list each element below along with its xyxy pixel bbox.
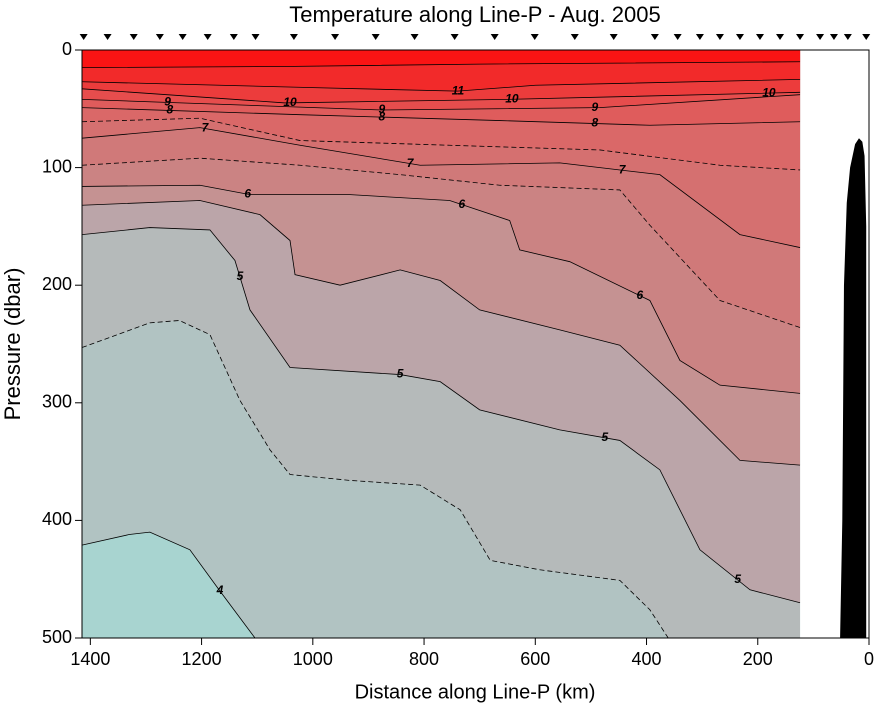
contour-label: 8 <box>378 109 385 123</box>
contour-line <box>81 320 669 639</box>
contour-label: 4 <box>216 583 224 597</box>
contour-line <box>81 127 801 248</box>
station-marker <box>755 34 764 40</box>
station-marker <box>410 34 419 40</box>
chart-title: Temperature along Line-P - Aug. 2005 <box>289 2 660 27</box>
station-marker <box>609 34 618 40</box>
contour-line <box>81 79 801 92</box>
station-marker <box>570 34 579 40</box>
x-tick-label: 400 <box>632 649 662 669</box>
contour-label: 9 <box>591 100 598 114</box>
contour-line <box>81 61 801 69</box>
contour-line <box>81 200 801 466</box>
contour-label: 7 <box>619 162 627 176</box>
y-axis-label: Pressure (dbar) <box>0 268 25 421</box>
x-tick-label: 200 <box>743 649 773 669</box>
station-marker <box>371 34 380 40</box>
contour-line <box>81 531 256 639</box>
contour-label: 10 <box>762 85 776 99</box>
station-marker <box>862 34 871 40</box>
contour-label: 7 <box>407 156 415 170</box>
station-marker <box>289 34 298 40</box>
station-marker <box>695 34 704 40</box>
bathymetry <box>840 138 867 638</box>
contour-label: 5 <box>601 430 608 444</box>
x-tick-label: 600 <box>520 649 550 669</box>
contour-line <box>81 94 801 111</box>
contour-label: 6 <box>459 197 466 211</box>
contour-label: 6 <box>637 288 644 302</box>
station-marker <box>229 34 238 40</box>
plot-frame <box>81 49 870 639</box>
y-tick-label: 100 <box>42 156 72 176</box>
station-marker <box>155 34 164 40</box>
contour-label: 9 <box>164 95 171 109</box>
contour-line <box>81 227 801 604</box>
station-marker <box>530 34 539 40</box>
x-tick-label: 0 <box>864 649 874 669</box>
station-marker <box>490 34 499 40</box>
station-marker <box>796 34 805 40</box>
x-tick-label: 800 <box>409 649 439 669</box>
contour-label: 7 <box>202 121 210 135</box>
contour-line <box>81 157 801 328</box>
contour-label: 6 <box>244 186 251 200</box>
contour-line <box>81 107 801 126</box>
y-tick-label: 0 <box>62 39 72 59</box>
station-marker <box>103 34 112 40</box>
x-tick-label: 1400 <box>70 649 110 669</box>
station-marker <box>203 34 212 40</box>
contour-label: 10 <box>283 95 297 109</box>
station-marker <box>79 34 88 40</box>
station-marker <box>715 34 724 40</box>
contour-label: 9 <box>378 102 385 116</box>
contour-label: 8 <box>591 116 598 130</box>
contour-label: 5 <box>734 572 741 586</box>
y-tick-label: 500 <box>42 627 72 647</box>
station-marker <box>829 34 838 40</box>
contour-label: 5 <box>237 269 244 283</box>
y-tick-label: 400 <box>42 509 72 529</box>
station-marker <box>735 34 744 40</box>
station-marker <box>129 34 138 40</box>
station-marker <box>331 34 340 40</box>
station-marker <box>843 34 852 40</box>
y-tick-label: 300 <box>42 392 72 412</box>
contour-label: 10 <box>505 91 519 105</box>
station-marker <box>650 34 659 40</box>
station-marker <box>776 34 785 40</box>
station-marker <box>251 34 260 40</box>
station-marker <box>178 34 187 40</box>
station-marker <box>816 34 825 40</box>
contour-line <box>81 117 801 171</box>
contour-line <box>81 184 801 394</box>
station-marker <box>673 34 682 40</box>
contour-label: 11 <box>452 83 465 97</box>
contour-line <box>81 88 801 104</box>
y-tick-label: 200 <box>42 274 72 294</box>
station-marker <box>450 34 459 40</box>
x-tick-label: 1200 <box>182 649 222 669</box>
x-tick-label: 1000 <box>293 649 333 669</box>
x-axis-label: Distance along Line-P (km) <box>355 681 596 703</box>
temperature-band <box>82 50 801 68</box>
contour-label: 5 <box>397 367 404 381</box>
contour-label: 8 <box>167 103 174 117</box>
